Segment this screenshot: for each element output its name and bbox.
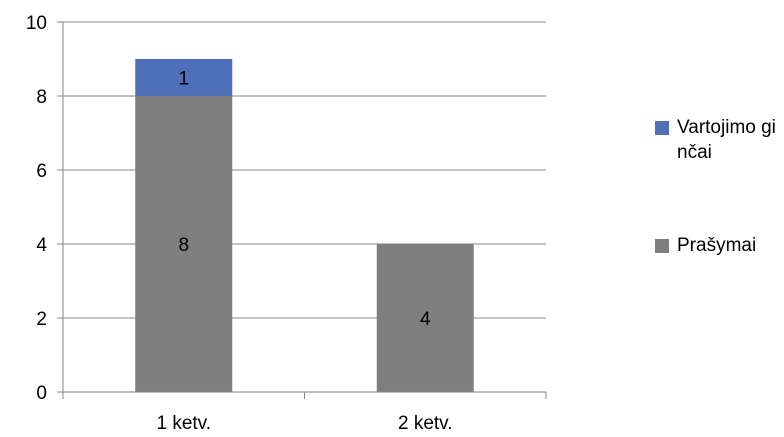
data-label: 4 xyxy=(420,309,431,330)
x-tick-label: 1 ketv. xyxy=(156,413,211,434)
legend-swatch-vartojimo-gincai xyxy=(655,121,669,135)
legend-item-vartojimo-gincai: Vartojimo ginčai xyxy=(655,115,777,165)
data-label: 1 xyxy=(178,69,189,90)
legend-label-vartojimo-gincai: Vartojimo ginčai xyxy=(677,117,776,163)
y-tick-label: 8 xyxy=(36,87,47,108)
legend-label-prasymai: Prašymai xyxy=(677,235,757,256)
legend: Vartojimo ginčai Prašymai xyxy=(655,115,777,258)
legend-item-prasymai: Prašymai xyxy=(655,233,777,258)
y-tick-label: 4 xyxy=(36,235,47,256)
x-tick-label: 2 ketv. xyxy=(398,413,453,434)
bar-segment xyxy=(135,59,233,96)
y-tick-label: 10 xyxy=(26,13,47,34)
data-label: 8 xyxy=(178,235,189,256)
y-tick-label: 2 xyxy=(36,309,47,330)
y-tick-label: 0 xyxy=(36,383,47,404)
bar-segment xyxy=(135,96,233,392)
labels: 0 2 4 6 8 10 8 1 1 ketv. 4 2 ketv. xyxy=(26,13,453,434)
bar-segment xyxy=(376,244,474,392)
axes xyxy=(57,21,547,399)
bars xyxy=(135,59,474,392)
legend-swatch-prasymai xyxy=(655,239,669,253)
y-tick-label: 6 xyxy=(36,161,47,182)
